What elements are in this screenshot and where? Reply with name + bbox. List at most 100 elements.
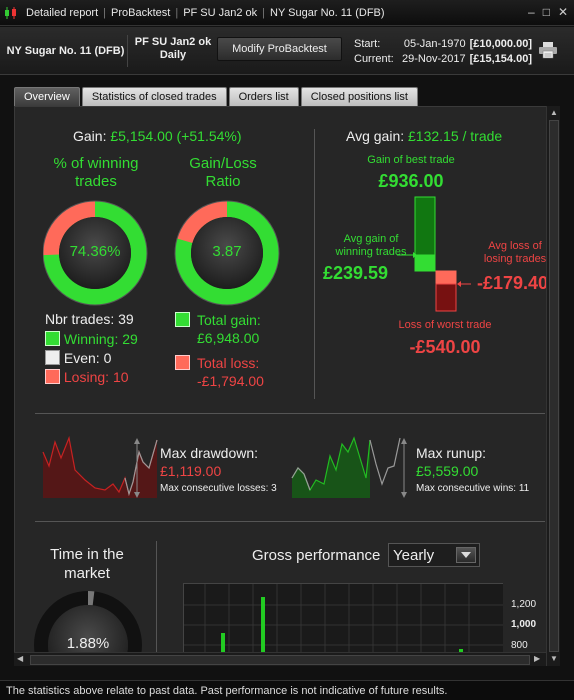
donut1-loss-arc bbox=[43, 201, 96, 256]
report-tabs: Overview Statistics of closed trades Ord… bbox=[14, 87, 420, 107]
avg-loss-bar bbox=[435, 270, 457, 285]
title-segment-report: Detailed report bbox=[26, 6, 99, 19]
winning-label: Winning: bbox=[63, 331, 119, 347]
maximize-icon[interactable]: □ bbox=[542, 5, 550, 19]
gain-loss-donut bbox=[174, 200, 280, 306]
runup-chart bbox=[291, 436, 407, 498]
section-divider-vertical-2 bbox=[156, 541, 157, 665]
printer-icon[interactable] bbox=[538, 41, 558, 59]
strategy-info: PF SU Jan2 ok Daily bbox=[132, 36, 214, 62]
overview-panel: Gain: £5,154.00 (+51.54%) % of winning t… bbox=[14, 106, 560, 666]
scroll-right-icon[interactable]: ▶ bbox=[534, 654, 541, 663]
gain-loss-ratio-label: Gain/Loss Ratio bbox=[189, 155, 257, 190]
max-drawdown-label: Max drawdown: bbox=[160, 445, 259, 461]
start-label: Start: bbox=[354, 38, 381, 50]
best-trade-label: Gain of best trade bbox=[367, 154, 455, 166]
title-segment-probacktest: ProBacktest bbox=[111, 6, 171, 19]
avg-win-value: £239.59 bbox=[323, 263, 389, 283]
max-consecutive-losses: Max consecutive losses: 3 bbox=[160, 483, 277, 494]
time-in-market-gauge bbox=[34, 591, 142, 665]
worst-trade-value: -£540.00 bbox=[409, 337, 481, 357]
gross-performance-label: Gross performance bbox=[252, 547, 381, 564]
candlestick-icon bbox=[4, 6, 18, 20]
nbr-trades-value: 39 bbox=[118, 311, 134, 327]
start-amount: [£10,000.00] bbox=[469, 38, 532, 50]
max-runup-label: Max runup: bbox=[416, 445, 487, 461]
scroll-up-icon[interactable]: ▲ bbox=[550, 108, 558, 117]
trade-range-graphic bbox=[397, 196, 471, 312]
avg-loss-label: Avg loss of losing trades bbox=[483, 240, 547, 265]
period-select[interactable]: Yearly bbox=[388, 543, 480, 567]
chevron-down-icon[interactable] bbox=[456, 547, 476, 563]
instrument-name: NY Sugar No. 11 (DFB) bbox=[4, 35, 128, 67]
tab-overview[interactable]: Overview bbox=[14, 87, 80, 106]
time-in-market-value: 1.88% bbox=[66, 635, 110, 652]
winning-swatch bbox=[45, 331, 60, 346]
minimize-icon[interactable]: – bbox=[528, 5, 535, 19]
axis-tick-1200: 1,200 bbox=[511, 599, 537, 610]
section-divider-1 bbox=[35, 413, 545, 414]
worst-trade-label: Loss of worst trade bbox=[398, 319, 492, 331]
section-divider-vertical bbox=[314, 129, 315, 399]
max-consecutive-wins: Max consecutive wins: 11 bbox=[416, 483, 530, 494]
tab-statistics-closed-trades[interactable]: Statistics of closed trades bbox=[81, 87, 227, 106]
gain-value: £5,154.00 (+51.54%) bbox=[110, 128, 242, 144]
worst-trade-bar bbox=[435, 283, 457, 312]
strategy-name: PF SU Jan2 ok bbox=[134, 36, 212, 48]
modify-probacktest-button[interactable]: Modify ProBacktest bbox=[217, 37, 342, 61]
avg-gain-value: £132.15 / trade bbox=[408, 128, 503, 144]
title-segment-strategy: PF SU Jan2 ok bbox=[183, 6, 258, 19]
vertical-scroll-thumb[interactable] bbox=[549, 120, 559, 652]
scroll-down-icon[interactable]: ▼ bbox=[550, 654, 558, 663]
horizontal-scrollbar[interactable]: ◀ ▶ bbox=[14, 652, 546, 666]
donut2-loss-arc bbox=[177, 201, 228, 244]
gross-bar-1 bbox=[221, 633, 225, 665]
tab-orders-list[interactable]: Orders list bbox=[228, 87, 299, 106]
capital-dates: Start: 05-Jan-1970 [£10,000.00] Current:… bbox=[354, 37, 532, 67]
gain-label: Gain: bbox=[73, 128, 107, 144]
avg-gain-label: Avg gain: bbox=[346, 128, 405, 144]
avg-loss-value: -£179.40 bbox=[477, 273, 549, 293]
losing-swatch bbox=[45, 369, 60, 384]
close-icon[interactable]: ✕ bbox=[557, 5, 568, 19]
avg-win-label: Avg gain of winning trades bbox=[335, 233, 407, 258]
total-loss-swatch bbox=[175, 355, 190, 370]
scroll-left-icon[interactable]: ◀ bbox=[17, 654, 24, 663]
winning-value: 29 bbox=[122, 331, 138, 347]
gross-bar-2 bbox=[261, 597, 265, 665]
axis-tick-800: 800 bbox=[511, 640, 528, 651]
avg-win-bar bbox=[414, 254, 436, 272]
max-drawdown-value: £1,119.00 bbox=[160, 463, 222, 479]
total-loss-value: -£1,794.00 bbox=[197, 373, 264, 389]
total-gain-swatch bbox=[175, 312, 190, 327]
losing-label: Losing: bbox=[63, 369, 110, 385]
title-segment-instrument: NY Sugar No. 11 (DFB) bbox=[270, 6, 385, 19]
time-in-market-label: Time in the market bbox=[50, 546, 124, 582]
start-date: 05-Jan-1970 bbox=[403, 38, 466, 50]
title-bar: Detailed report | ProBacktest | PF SU Ja… bbox=[0, 0, 574, 26]
even-swatch bbox=[45, 350, 60, 365]
even-value: 0 bbox=[103, 350, 112, 366]
tab-closed-positions-list[interactable]: Closed positions list bbox=[300, 87, 418, 106]
vertical-scrollbar[interactable]: ▲ ▼ bbox=[546, 106, 560, 666]
pct-winning-value: 74.36% bbox=[69, 243, 121, 260]
total-loss-label: Total loss: bbox=[197, 355, 260, 371]
disclaimer-footer: The statistics above relate to past data… bbox=[0, 680, 574, 700]
info-bar: NY Sugar No. 11 (DFB) PF SU Jan2 ok Dail… bbox=[0, 27, 574, 75]
ratio-donuts bbox=[43, 200, 280, 306]
current-amount: [£15,154.00] bbox=[469, 53, 532, 65]
total-gain-value: £6,948.00 bbox=[197, 330, 260, 346]
strategy-timeframe: Daily bbox=[159, 49, 187, 61]
section-divider-2 bbox=[35, 521, 545, 522]
drawdown-chart bbox=[42, 435, 158, 498]
pct-winning-donut bbox=[43, 200, 148, 306]
total-gain-label: Total gain: bbox=[197, 312, 261, 328]
current-date: 29-Nov-2017 bbox=[402, 53, 466, 65]
gain-loss-ratio-value: 3.87 bbox=[212, 243, 242, 260]
max-runup-value: £5,559.00 bbox=[416, 463, 479, 479]
nbr-trades-label: Nbr trades: bbox=[45, 311, 115, 327]
period-select-value: Yearly bbox=[393, 546, 435, 564]
horizontal-scroll-thumb[interactable] bbox=[30, 655, 530, 665]
current-label: Current: bbox=[354, 53, 394, 65]
